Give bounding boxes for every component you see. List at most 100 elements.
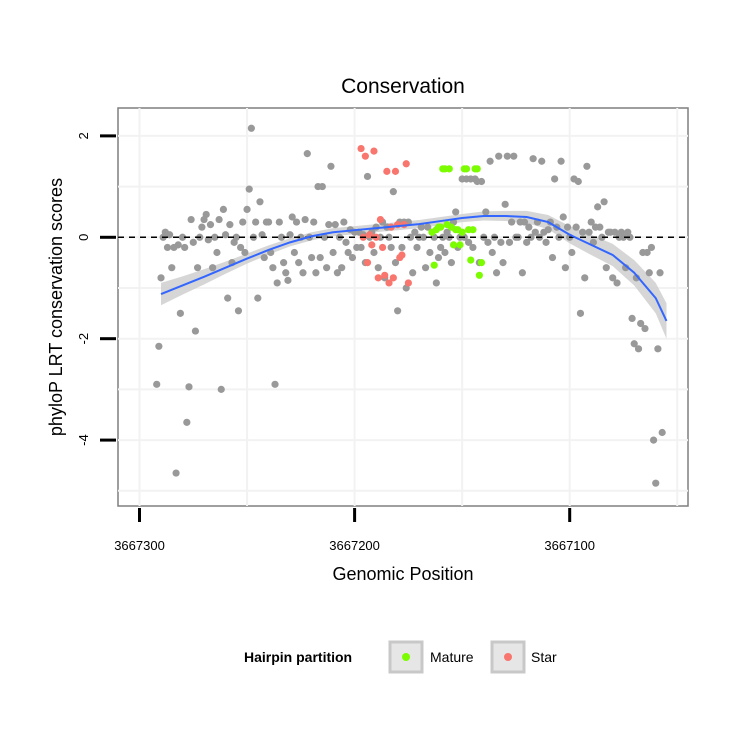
plot-panel <box>117 107 689 507</box>
point-other <box>213 248 221 257</box>
point-other <box>576 309 585 317</box>
point-other <box>232 233 240 241</box>
y-tick-label: 0 <box>76 234 91 241</box>
point-other <box>426 248 434 257</box>
point-other <box>531 228 539 236</box>
point-other <box>284 276 292 284</box>
point-other <box>529 155 537 163</box>
point-other <box>178 233 187 241</box>
point-other <box>465 238 473 246</box>
point-star <box>363 259 372 267</box>
point-other <box>441 248 449 257</box>
legend-label-mature: Mature <box>430 649 474 665</box>
point-star <box>402 160 410 168</box>
point-other <box>389 188 397 196</box>
point-star <box>374 274 382 282</box>
point-other <box>656 269 664 277</box>
point-other <box>600 198 608 206</box>
point-other <box>325 221 333 229</box>
point-other <box>551 175 559 183</box>
point-star <box>357 144 365 153</box>
point-other <box>234 307 243 315</box>
point-other <box>574 177 582 186</box>
point-other <box>469 243 477 252</box>
point-other <box>611 228 619 236</box>
point-mature <box>437 223 445 231</box>
point-other <box>206 221 215 229</box>
point-mature <box>456 241 464 249</box>
point-other <box>363 172 372 181</box>
point-other <box>634 345 643 353</box>
point-other <box>155 342 163 350</box>
point-other <box>495 152 503 160</box>
point-other <box>320 233 329 241</box>
point-other <box>271 380 279 388</box>
point-other <box>482 208 490 216</box>
point-other <box>185 383 193 391</box>
point-mature <box>430 261 438 269</box>
point-other <box>630 340 638 348</box>
point-other <box>374 264 382 272</box>
point-other <box>520 218 529 226</box>
point-other <box>245 185 253 193</box>
point-other <box>411 228 419 236</box>
point-other <box>310 218 318 226</box>
point-other <box>499 259 507 267</box>
point-other <box>318 182 326 191</box>
point-other <box>273 279 281 287</box>
point-other <box>424 223 432 231</box>
point-other <box>211 233 219 241</box>
smooth-trend-line <box>160 214 668 322</box>
x-tick-label: 3667100 <box>544 538 595 553</box>
point-other <box>510 152 518 160</box>
point-other <box>385 233 393 241</box>
point-star <box>361 152 369 160</box>
point-other <box>409 269 417 277</box>
smooth-line <box>160 214 668 322</box>
point-other <box>163 243 172 252</box>
point-other <box>652 479 660 487</box>
point-star <box>398 251 406 259</box>
point-star <box>378 243 387 252</box>
point-other <box>477 177 486 186</box>
point-other <box>508 218 516 226</box>
point-other <box>406 233 415 241</box>
point-other <box>323 264 331 272</box>
point-other <box>579 228 587 236</box>
point-other <box>598 233 606 241</box>
point-mature <box>477 259 486 267</box>
point-other <box>421 264 430 272</box>
point-other <box>241 248 249 257</box>
point-other <box>505 238 514 246</box>
point-other <box>649 436 658 444</box>
point-other <box>342 238 350 246</box>
point-other <box>280 259 288 267</box>
point-other <box>168 264 176 272</box>
point-other <box>613 279 621 287</box>
point-other <box>370 248 378 257</box>
point-other <box>316 253 324 262</box>
point-other <box>254 294 262 302</box>
point-other <box>215 215 223 224</box>
point-other <box>637 319 645 328</box>
point-other <box>282 269 290 277</box>
point-other <box>538 157 546 165</box>
point-other <box>327 162 335 170</box>
point-other <box>486 157 494 165</box>
point-other <box>497 238 505 246</box>
data-points <box>153 124 666 487</box>
point-star <box>381 271 389 279</box>
point-other <box>303 150 311 158</box>
point-star <box>376 215 385 224</box>
point-other <box>542 238 550 246</box>
chart-title: Conservation <box>341 75 465 98</box>
point-other <box>191 327 200 335</box>
point-other <box>596 223 604 231</box>
point-other <box>237 243 245 252</box>
point-other <box>417 223 425 231</box>
point-other <box>647 243 656 252</box>
point-mature <box>467 256 475 264</box>
point-other <box>398 243 406 252</box>
point-other <box>602 264 610 272</box>
